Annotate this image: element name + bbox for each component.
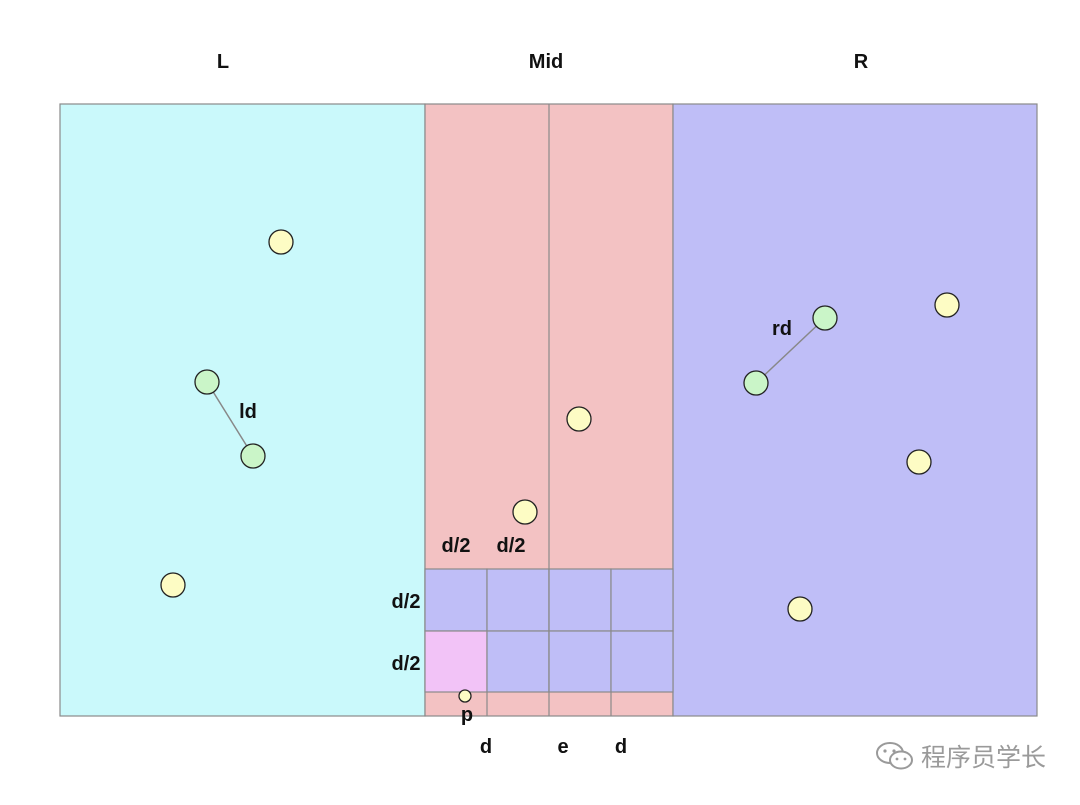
grid-cell [548,568,612,632]
point-p [458,689,472,703]
highlight-cell [424,630,488,693]
grid-cell [548,630,612,693]
d-half-label: d/2 [497,535,526,557]
left-region-label: L [217,51,229,73]
rd-label: rd [772,318,792,340]
grid-cell [610,568,674,632]
point [787,596,813,622]
grid-cell [486,568,550,632]
point [566,406,592,432]
watermark: 程序员学长 [875,738,1046,774]
point-pair-right [812,305,838,331]
right-region [672,103,1038,717]
points [160,229,960,703]
point [906,449,932,475]
point [512,499,538,525]
point [268,229,294,255]
point [934,292,960,318]
ld-connector [206,381,254,457]
watermark-text: 程序员学长 [920,743,1046,772]
ld-label: ld [239,401,257,423]
grid-cell [486,630,550,693]
grid-cell [610,630,674,693]
p-label: p [461,704,473,726]
mid-region-label: Mid [529,51,563,73]
e-label: e [557,736,568,758]
point-pair-right [743,370,769,396]
d-half-side-label: d/2 [392,653,421,675]
wechat-icon [875,742,913,770]
d-label-right: d [615,736,627,758]
rd-connector [755,317,826,384]
d-half-side-label: d/2 [392,591,421,613]
d-label-left: d [480,736,492,758]
point-pair-left [194,369,220,395]
grid-cell [424,568,488,632]
point [160,572,186,598]
d-half-label: d/2 [442,535,471,557]
right-region-label: R [854,51,869,73]
grid-cells [424,568,674,693]
left-region [59,103,426,717]
point-pair-left [240,443,266,469]
